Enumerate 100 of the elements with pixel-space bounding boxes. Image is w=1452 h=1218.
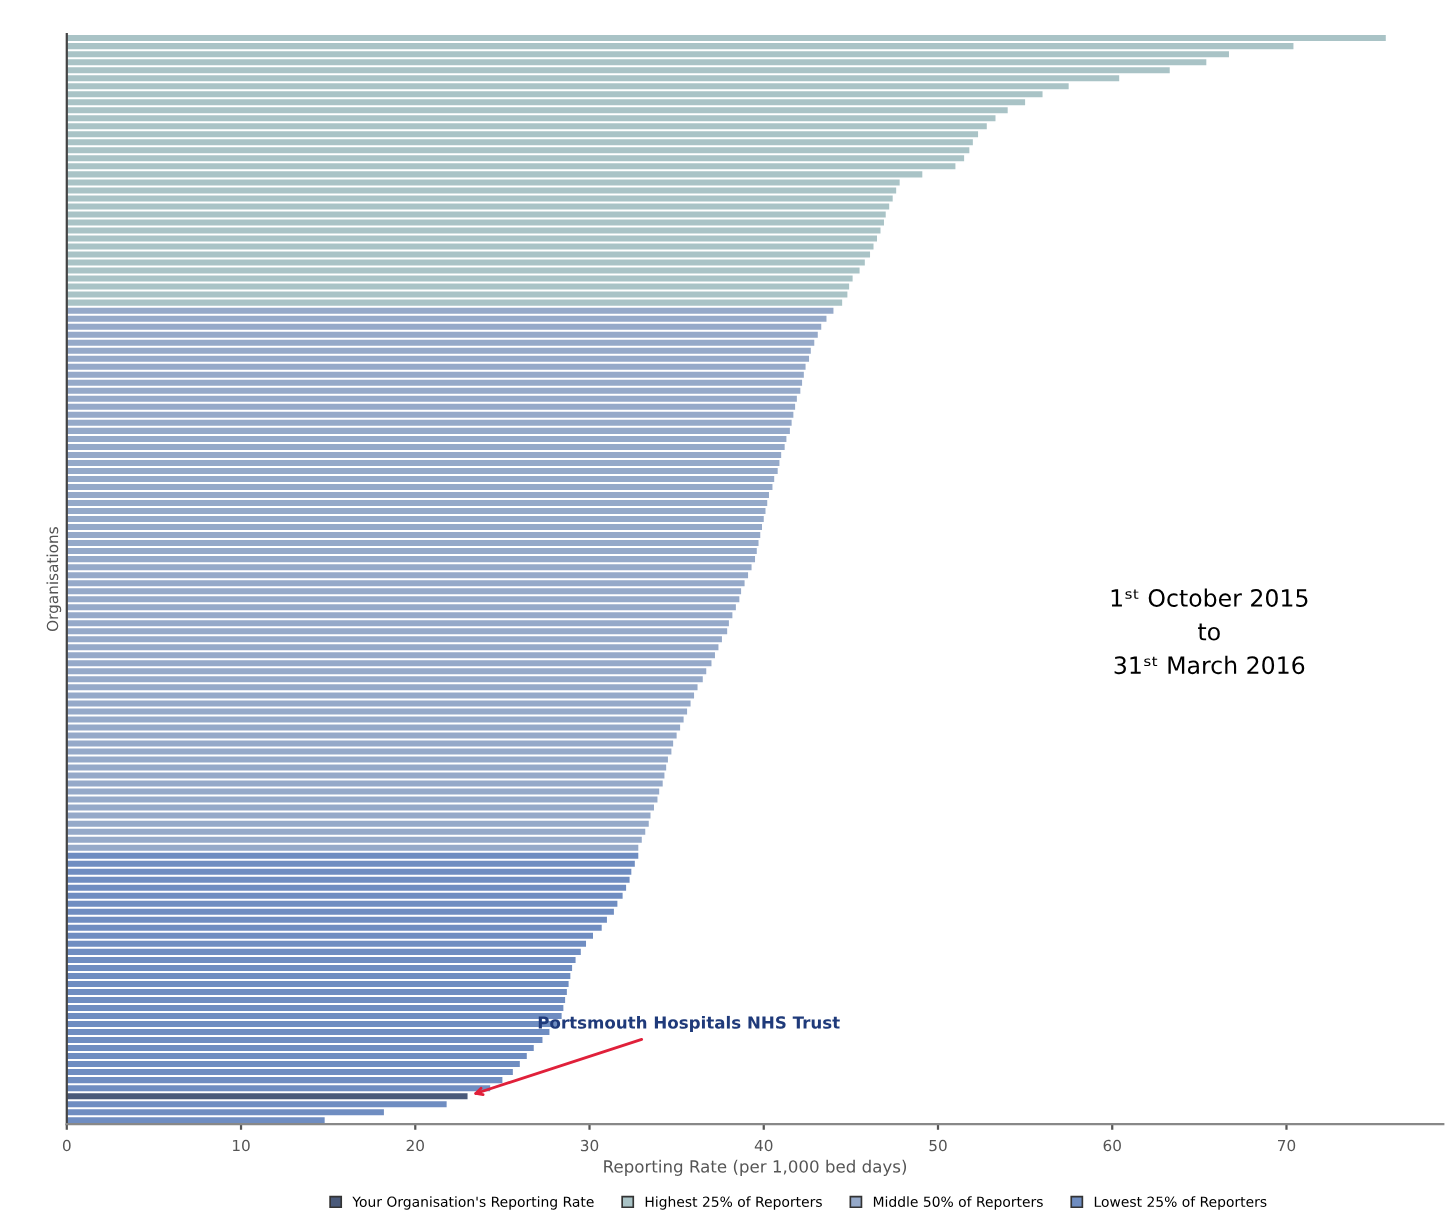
bar — [66, 419, 792, 426]
bar — [66, 155, 965, 162]
bar — [66, 283, 850, 290]
bar — [66, 708, 688, 715]
bar — [66, 684, 698, 691]
bar — [66, 908, 614, 915]
bar — [66, 355, 810, 362]
bar — [66, 540, 759, 547]
bar — [66, 724, 681, 731]
bar — [66, 379, 803, 386]
bar — [66, 692, 695, 699]
bar — [66, 836, 642, 843]
bar — [66, 532, 761, 539]
bar — [66, 1037, 543, 1044]
bar — [66, 1093, 468, 1100]
bar — [66, 916, 607, 923]
bar — [66, 700, 691, 707]
bar — [66, 972, 571, 979]
bar — [66, 1013, 562, 1020]
bar — [66, 580, 745, 587]
bar — [66, 459, 780, 466]
bar — [66, 1101, 447, 1108]
bar — [66, 820, 649, 827]
bar — [66, 315, 827, 322]
bar — [66, 395, 797, 402]
bar — [66, 940, 587, 947]
bar — [66, 363, 806, 370]
bar — [66, 35, 1386, 42]
bar — [66, 163, 956, 170]
x-axis-title: Reporting Rate (per 1,000 bed days) — [604, 1159, 907, 1176]
bar — [66, 676, 703, 683]
bar — [66, 331, 818, 338]
bar — [66, 524, 763, 531]
bar — [66, 195, 893, 202]
bar — [66, 668, 707, 675]
bar — [66, 307, 834, 314]
bar — [66, 500, 768, 507]
bar — [66, 868, 632, 875]
bar — [66, 259, 865, 266]
bar — [66, 588, 742, 595]
bar — [66, 267, 860, 274]
bar — [66, 652, 715, 659]
bar — [66, 828, 646, 835]
bar — [66, 1045, 534, 1052]
bar — [66, 748, 672, 755]
bar — [66, 772, 665, 779]
bar — [66, 508, 766, 515]
bar — [66, 323, 822, 330]
bar — [66, 187, 897, 194]
bar — [66, 900, 618, 907]
bar — [66, 812, 651, 819]
bar — [66, 612, 733, 619]
bar — [66, 243, 874, 250]
bar — [66, 572, 749, 579]
bar — [66, 443, 785, 450]
bar — [66, 203, 890, 210]
bar — [66, 1004, 564, 1011]
bar — [66, 1061, 520, 1068]
bar — [66, 732, 677, 739]
bar — [66, 299, 843, 306]
bar — [66, 275, 853, 282]
bar — [66, 219, 884, 226]
bar — [66, 347, 811, 354]
bar — [66, 1069, 513, 1076]
bar — [66, 139, 973, 146]
bar — [66, 876, 630, 883]
bar — [66, 660, 712, 667]
bar — [66, 764, 667, 771]
bar — [66, 387, 801, 394]
bar — [66, 956, 576, 963]
bar — [66, 788, 660, 795]
bar — [66, 435, 787, 442]
bar — [66, 716, 684, 723]
bar — [66, 227, 881, 234]
bar — [66, 636, 722, 643]
bar — [66, 988, 567, 995]
bar — [66, 780, 663, 787]
bar — [66, 483, 773, 490]
bar — [66, 147, 970, 154]
bar — [66, 556, 756, 563]
bar — [66, 291, 848, 298]
annotation: 1ˢᵗ October 2015 to 31ˢᵗ March 2016 — [1111, 588, 1308, 675]
bar — [66, 604, 736, 611]
bar — [66, 804, 654, 811]
annotation: Portsmouth Hospitals NHS Trust — [538, 1015, 840, 1033]
bar — [66, 371, 804, 378]
bar — [66, 1053, 527, 1060]
bar — [66, 451, 782, 458]
bar — [66, 475, 775, 482]
bar — [66, 628, 728, 635]
bar — [66, 596, 740, 603]
bar — [66, 844, 639, 851]
bar — [66, 564, 752, 571]
bar — [66, 131, 979, 138]
bar — [66, 211, 886, 218]
bar — [66, 796, 658, 803]
bar — [66, 516, 764, 523]
bar — [66, 644, 719, 651]
bar — [66, 123, 987, 130]
bar — [66, 251, 871, 258]
